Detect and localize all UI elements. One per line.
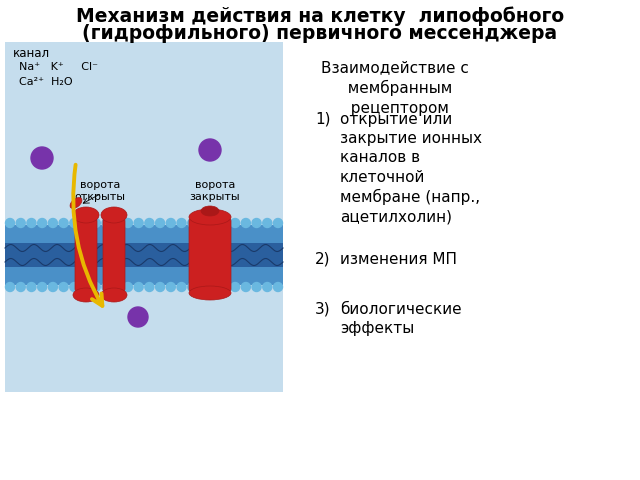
Circle shape — [198, 218, 207, 228]
Circle shape — [241, 283, 250, 291]
Circle shape — [49, 283, 58, 291]
Circle shape — [128, 307, 148, 327]
Circle shape — [209, 283, 218, 291]
Circle shape — [252, 283, 261, 291]
Circle shape — [38, 283, 47, 291]
Ellipse shape — [201, 206, 219, 216]
Ellipse shape — [70, 198, 82, 208]
Circle shape — [113, 283, 122, 291]
Circle shape — [188, 283, 196, 291]
Circle shape — [70, 283, 79, 291]
Circle shape — [166, 218, 175, 228]
Circle shape — [134, 218, 143, 228]
Circle shape — [59, 218, 68, 228]
Ellipse shape — [189, 286, 231, 300]
Circle shape — [59, 283, 68, 291]
Circle shape — [145, 218, 154, 228]
Text: открытие или
закрытие ионных
каналов в
клеточной
мембране (напр.,
ацетилхолин): открытие или закрытие ионных каналов в к… — [340, 112, 482, 225]
Circle shape — [113, 218, 122, 228]
Circle shape — [6, 283, 15, 291]
Text: канал: канал — [13, 47, 50, 60]
Text: 3): 3) — [315, 302, 331, 317]
Text: (гидрофильного) первичного мессенджера: (гидрофильного) первичного мессенджера — [83, 24, 557, 43]
Circle shape — [166, 283, 175, 291]
Circle shape — [92, 283, 100, 291]
Text: 2): 2) — [315, 252, 330, 267]
Circle shape — [177, 218, 186, 228]
Circle shape — [273, 218, 282, 228]
Circle shape — [81, 283, 90, 291]
FancyBboxPatch shape — [75, 219, 97, 291]
Text: Взаимодействие с
  мембранным
  рецептором: Взаимодействие с мембранным рецептором — [321, 60, 469, 116]
Text: ворота
закрыты: ворота закрыты — [189, 180, 240, 202]
Ellipse shape — [101, 207, 127, 223]
Text: Механизм действия на клетку  липофобного: Механизм действия на клетку липофобного — [76, 6, 564, 25]
Circle shape — [31, 147, 53, 169]
FancyBboxPatch shape — [103, 219, 125, 291]
Circle shape — [198, 283, 207, 291]
Circle shape — [102, 218, 111, 228]
Circle shape — [263, 218, 272, 228]
Text: изменения МП: изменения МП — [340, 252, 457, 267]
Circle shape — [156, 283, 164, 291]
Ellipse shape — [73, 288, 99, 302]
Circle shape — [102, 283, 111, 291]
Circle shape — [273, 283, 282, 291]
Circle shape — [38, 218, 47, 228]
Circle shape — [6, 218, 15, 228]
Circle shape — [145, 283, 154, 291]
Circle shape — [230, 218, 239, 228]
Circle shape — [188, 218, 196, 228]
Bar — [5, 42, 283, 392]
Bar — [5, 243, 283, 267]
Circle shape — [177, 283, 186, 291]
Circle shape — [92, 218, 100, 228]
Circle shape — [199, 139, 221, 161]
Circle shape — [134, 283, 143, 291]
Circle shape — [220, 218, 229, 228]
Circle shape — [16, 218, 25, 228]
Circle shape — [81, 218, 90, 228]
Text: ворота
открыты: ворота открыты — [74, 180, 125, 202]
Ellipse shape — [73, 207, 99, 223]
Ellipse shape — [189, 209, 231, 225]
Text: 1): 1) — [315, 112, 330, 127]
Circle shape — [27, 283, 36, 291]
Text: Na⁺   K⁺     Cl⁻: Na⁺ K⁺ Cl⁻ — [19, 62, 98, 72]
Ellipse shape — [101, 288, 127, 302]
Circle shape — [124, 218, 132, 228]
Circle shape — [27, 218, 36, 228]
Circle shape — [124, 283, 132, 291]
FancyBboxPatch shape — [189, 218, 231, 292]
Circle shape — [263, 283, 272, 291]
Circle shape — [70, 218, 79, 228]
Circle shape — [49, 218, 58, 228]
Circle shape — [16, 283, 25, 291]
Circle shape — [230, 283, 239, 291]
Text: Ca²⁺  H₂O: Ca²⁺ H₂O — [19, 77, 72, 87]
Circle shape — [241, 218, 250, 228]
Circle shape — [252, 218, 261, 228]
Circle shape — [209, 218, 218, 228]
Circle shape — [156, 218, 164, 228]
Bar — [5, 225, 283, 285]
Circle shape — [220, 283, 229, 291]
Text: биологические
эффекты: биологические эффекты — [340, 302, 461, 336]
